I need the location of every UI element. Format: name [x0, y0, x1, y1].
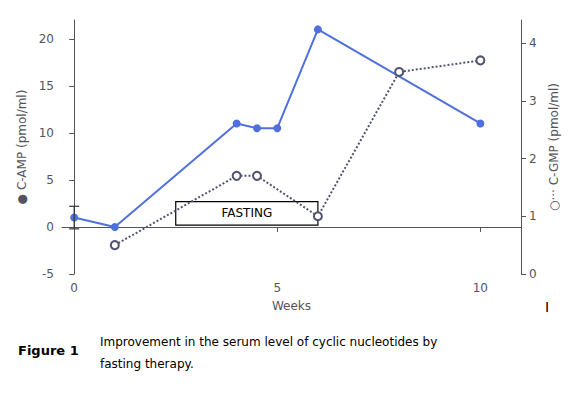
svg-text:0: 0: [70, 281, 78, 295]
svg-text:0: 0: [529, 267, 537, 281]
svg-text:5: 5: [46, 173, 54, 187]
svg-text:fasting therapy.: fasting therapy.: [100, 357, 194, 371]
svg-text:0: 0: [46, 220, 54, 234]
svg-text:4: 4: [529, 36, 537, 50]
svg-text:3: 3: [529, 94, 537, 108]
svg-text:5: 5: [273, 281, 281, 295]
svg-text:-5: -5: [42, 267, 54, 281]
svg-text:Figure 1: Figure 1: [18, 343, 79, 358]
svg-text:10: 10: [39, 126, 54, 140]
svg-text:1: 1: [529, 209, 537, 223]
svg-text:● C-AMP (pmol/ml): ● C-AMP (pmol/ml): [15, 90, 29, 205]
svg-text:Weeks: Weeks: [272, 299, 311, 313]
svg-text:10: 10: [473, 281, 488, 295]
svg-text:20: 20: [39, 32, 54, 46]
svg-text:2: 2: [529, 152, 537, 166]
svg-text:15: 15: [39, 79, 54, 93]
svg-text:FASTING: FASTING: [221, 206, 272, 220]
svg-text:○··· C-GMP (pmol/ml): ○··· C-GMP (pmol/ml): [547, 83, 561, 211]
svg-text:Improvement in the serum level: Improvement in the serum level of cyclic…: [100, 335, 437, 349]
svg-text:I: I: [545, 299, 549, 315]
